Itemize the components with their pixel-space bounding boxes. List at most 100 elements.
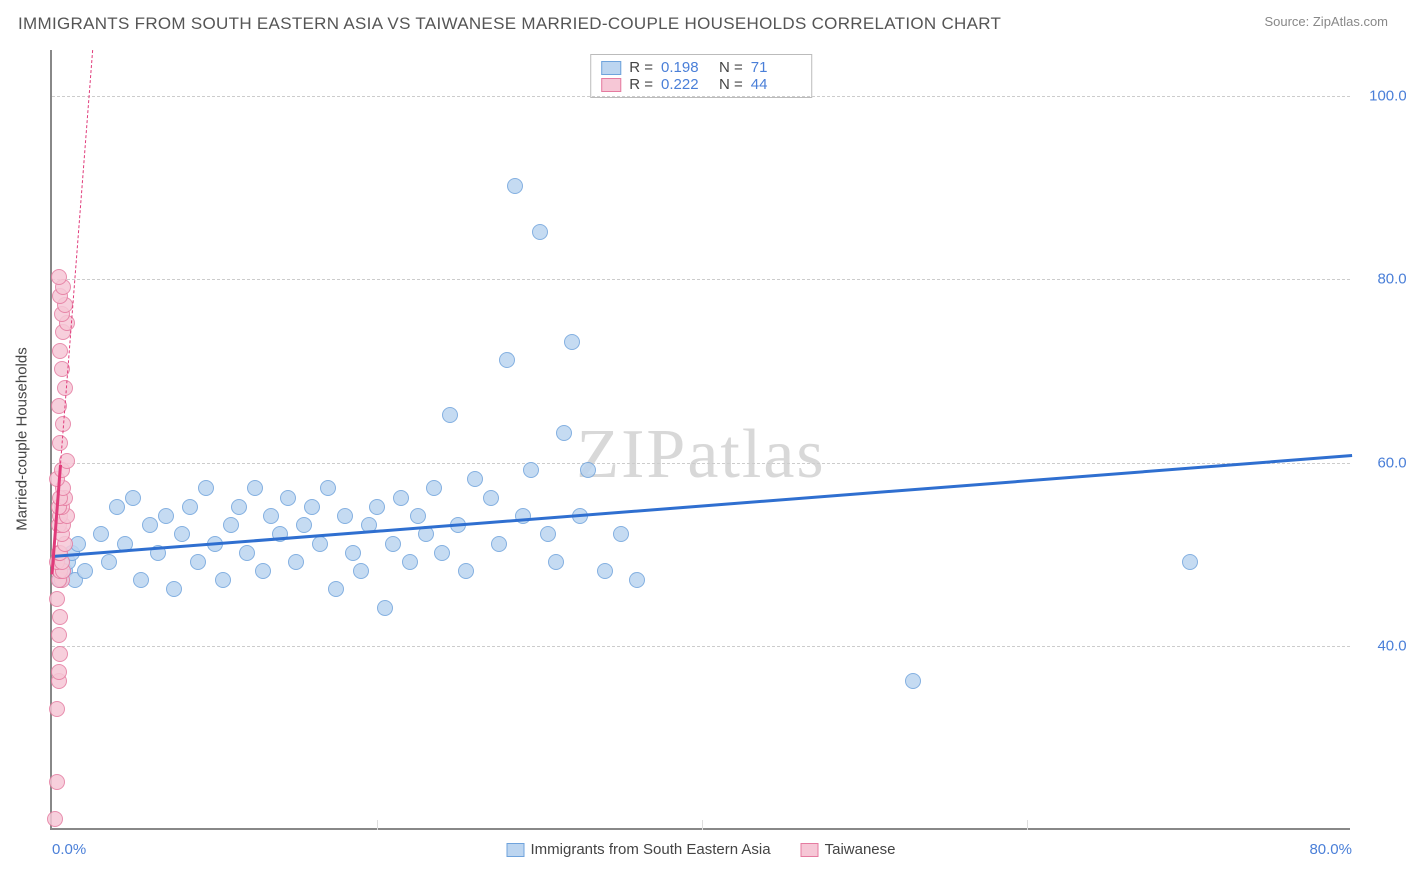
data-point <box>320 480 336 496</box>
data-point <box>51 627 67 643</box>
gridline-horizontal <box>52 463 1350 464</box>
data-point <box>328 581 344 597</box>
data-point <box>312 536 328 552</box>
legend-series-label: Immigrants from South Eastern Asia <box>531 841 771 858</box>
data-point <box>467 471 483 487</box>
data-point <box>51 269 67 285</box>
legend-n-label: N = <box>719 76 743 93</box>
y-tick-label: 80.0% <box>1360 271 1406 288</box>
data-point <box>499 352 515 368</box>
data-point <box>47 811 63 827</box>
data-point <box>442 407 458 423</box>
watermark: ZIPatlas <box>576 415 825 495</box>
legend-swatch <box>601 78 621 92</box>
data-point <box>133 572 149 588</box>
x-tick-label: 0.0% <box>52 841 86 858</box>
y-tick-label: 60.0% <box>1360 454 1406 471</box>
data-point <box>458 563 474 579</box>
legend-r-label: R = <box>629 59 653 76</box>
data-point <box>540 526 556 542</box>
data-point <box>564 334 580 350</box>
data-point <box>345 545 361 561</box>
data-point <box>49 774 65 790</box>
data-point <box>304 499 320 515</box>
data-point <box>182 499 198 515</box>
data-point <box>377 600 393 616</box>
data-point <box>166 581 182 597</box>
data-point <box>77 563 93 579</box>
data-point <box>296 517 312 533</box>
data-point <box>263 508 279 524</box>
data-point <box>49 701 65 717</box>
data-point <box>93 526 109 542</box>
gridline-horizontal <box>52 96 1350 97</box>
data-point <box>52 343 68 359</box>
data-point <box>49 591 65 607</box>
x-tick-mark <box>377 820 378 830</box>
data-point <box>353 563 369 579</box>
data-point <box>255 563 271 579</box>
data-point <box>523 462 539 478</box>
legend-r-value: 0.222 <box>661 76 711 93</box>
data-point <box>507 178 523 194</box>
data-point <box>280 490 296 506</box>
data-point <box>223 517 239 533</box>
data-point <box>491 536 507 552</box>
data-point <box>393 490 409 506</box>
data-point <box>52 435 68 451</box>
legend-n-value: 44 <box>751 76 801 93</box>
data-point <box>288 554 304 570</box>
data-point <box>101 554 117 570</box>
data-point <box>142 517 158 533</box>
data-point <box>51 664 67 680</box>
data-point <box>548 554 564 570</box>
legend-r-label: R = <box>629 76 653 93</box>
chart-plot-area: Married-couple Households ZIPatlas R =0.… <box>50 50 1350 830</box>
trend-line <box>52 454 1352 558</box>
data-point <box>483 490 499 506</box>
data-point <box>125 490 141 506</box>
legend-series-label: Taiwanese <box>825 841 896 858</box>
legend-row: R = 0.222 N = 44 <box>601 76 801 93</box>
data-point <box>190 554 206 570</box>
x-tick-label: 80.0% <box>1309 841 1352 858</box>
legend-item: Immigrants from South Eastern Asia <box>507 841 771 858</box>
y-tick-label: 100.0% <box>1360 87 1406 104</box>
data-point <box>239 545 255 561</box>
legend-swatch <box>507 843 525 857</box>
legend-n-value: 71 <box>751 59 801 76</box>
data-point <box>109 499 125 515</box>
legend-swatch <box>801 843 819 857</box>
data-point <box>247 480 263 496</box>
data-point <box>52 646 68 662</box>
data-point <box>231 499 247 515</box>
data-point <box>580 462 596 478</box>
chart-title: IMMIGRANTS FROM SOUTH EASTERN ASIA VS TA… <box>18 14 1001 34</box>
data-point <box>434 545 450 561</box>
data-point <box>337 508 353 524</box>
data-point <box>402 554 418 570</box>
data-point <box>174 526 190 542</box>
y-axis-label: Married-couple Households <box>14 347 31 530</box>
data-point <box>215 572 231 588</box>
data-point <box>52 609 68 625</box>
legend-series: Immigrants from South Eastern Asia Taiwan… <box>507 841 896 858</box>
legend-item: Taiwanese <box>801 841 896 858</box>
y-tick-label: 40.0% <box>1360 638 1406 655</box>
data-point <box>597 563 613 579</box>
legend-correlation: R = 0.198 N = 71R = 0.222 N = 44 <box>590 54 812 98</box>
gridline-horizontal <box>52 646 1350 647</box>
source-label: Source: ZipAtlas.com <box>1264 14 1388 29</box>
data-point <box>556 425 572 441</box>
data-point <box>613 526 629 542</box>
data-point <box>198 480 214 496</box>
data-point <box>905 673 921 689</box>
x-tick-mark <box>1027 820 1028 830</box>
data-point <box>426 480 442 496</box>
legend-r-value: 0.198 <box>661 59 711 76</box>
x-tick-mark <box>702 820 703 830</box>
data-point <box>369 499 385 515</box>
data-point <box>629 572 645 588</box>
data-point <box>158 508 174 524</box>
data-point <box>1182 554 1198 570</box>
